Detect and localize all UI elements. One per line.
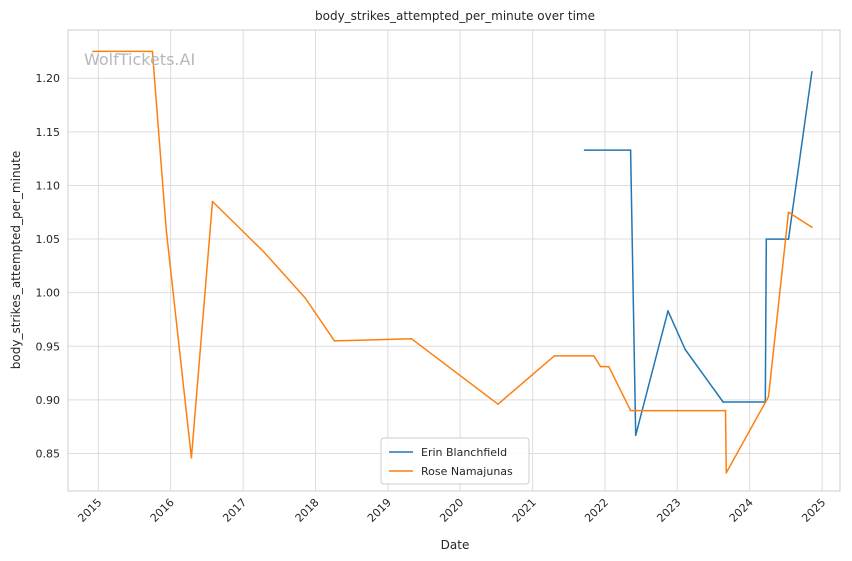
- data-point-rose-namajunas-11: [593, 355, 595, 357]
- data-point-erin-blanchfield-9: [811, 71, 813, 73]
- data-point-rose-namajunas-10: [553, 355, 556, 357]
- data-point-rose-namajunas-17: [767, 395, 770, 398]
- series-line-rose-namajunas: [93, 50, 813, 474]
- legend-frame: [380, 437, 530, 485]
- data-point-rose-namajunas-13: [607, 365, 610, 368]
- y-tick-label-0.90: 0.90: [36, 394, 61, 407]
- y-tick-label-1.20: 1.20: [36, 72, 61, 85]
- data-point-rose-namajunas-14: [629, 409, 632, 412]
- chart-title: body_strikes_attempted_per_minute over t…: [315, 9, 595, 23]
- data-point-erin-blanchfield-4: [684, 348, 687, 351]
- data-point-rose-namajunas-7: [333, 340, 336, 342]
- data-point-rose-namajunas-6: [304, 297, 306, 299]
- plot-frame: [67, 29, 841, 492]
- data-point-rose-namajunas-1: [151, 50, 154, 53]
- y-tick-label-1.00: 1.00: [36, 287, 61, 300]
- data-point-rose-namajunas-16: [725, 471, 728, 474]
- data-point-erin-blanchfield-5: [722, 401, 724, 403]
- data-point-erin-blanchfield-3: [667, 310, 669, 312]
- y-tick-label-1.10: 1.10: [36, 179, 61, 192]
- data-point-erin-blanchfield-7: [765, 238, 768, 240]
- data-point-rose-namajunas-8: [410, 337, 413, 340]
- y-tick-label-0.85: 0.85: [36, 447, 61, 460]
- data-point-rose-namajunas-12: [599, 365, 602, 368]
- data-point-rose-namajunas-18: [787, 211, 790, 214]
- series-erin-blanchfield: [583, 71, 813, 437]
- data-point-erin-blanchfield-2: [634, 434, 637, 437]
- data-point-rose-namajunas-2: [165, 229, 168, 232]
- data-point-rose-namajunas-3: [190, 456, 193, 459]
- legend-label-rose-namajunas: Rose Namajunas: [421, 465, 513, 478]
- y-tick-label-0.95: 0.95: [36, 340, 61, 353]
- data-point-rose-namajunas-0: [92, 50, 94, 53]
- data-point-erin-blanchfield-1: [629, 149, 632, 151]
- data-point-rose-namajunas-19: [811, 226, 813, 229]
- data-point-rose-namajunas-4: [211, 200, 214, 203]
- data-point-erin-blanchfield-0: [583, 149, 586, 151]
- series-rose-namajunas: [92, 50, 813, 474]
- data-point-rose-namajunas-9: [497, 403, 499, 405]
- y-tick-label-1.15: 1.15: [36, 126, 61, 139]
- x-axis-label: Date: [441, 538, 470, 552]
- data-point-rose-namajunas-5: [262, 251, 265, 253]
- legend-label-erin-blanchfield: Erin Blanchfield: [421, 446, 507, 459]
- legend: Erin Blanchfield Rose Namajunas: [380, 437, 530, 485]
- series-layer: [92, 50, 813, 474]
- series-line-erin-blanchfield: [584, 71, 813, 437]
- data-point-rose-namajunas-15: [724, 409, 727, 412]
- watermark-text: WolfTickets.AI: [84, 50, 195, 69]
- grid-layer: [68, 30, 840, 491]
- y-tick-label-1.05: 1.05: [36, 233, 61, 246]
- data-point-erin-blanchfield-8: [787, 238, 790, 240]
- y-axis-label: body_strikes_attempted_per_minute: [9, 151, 23, 369]
